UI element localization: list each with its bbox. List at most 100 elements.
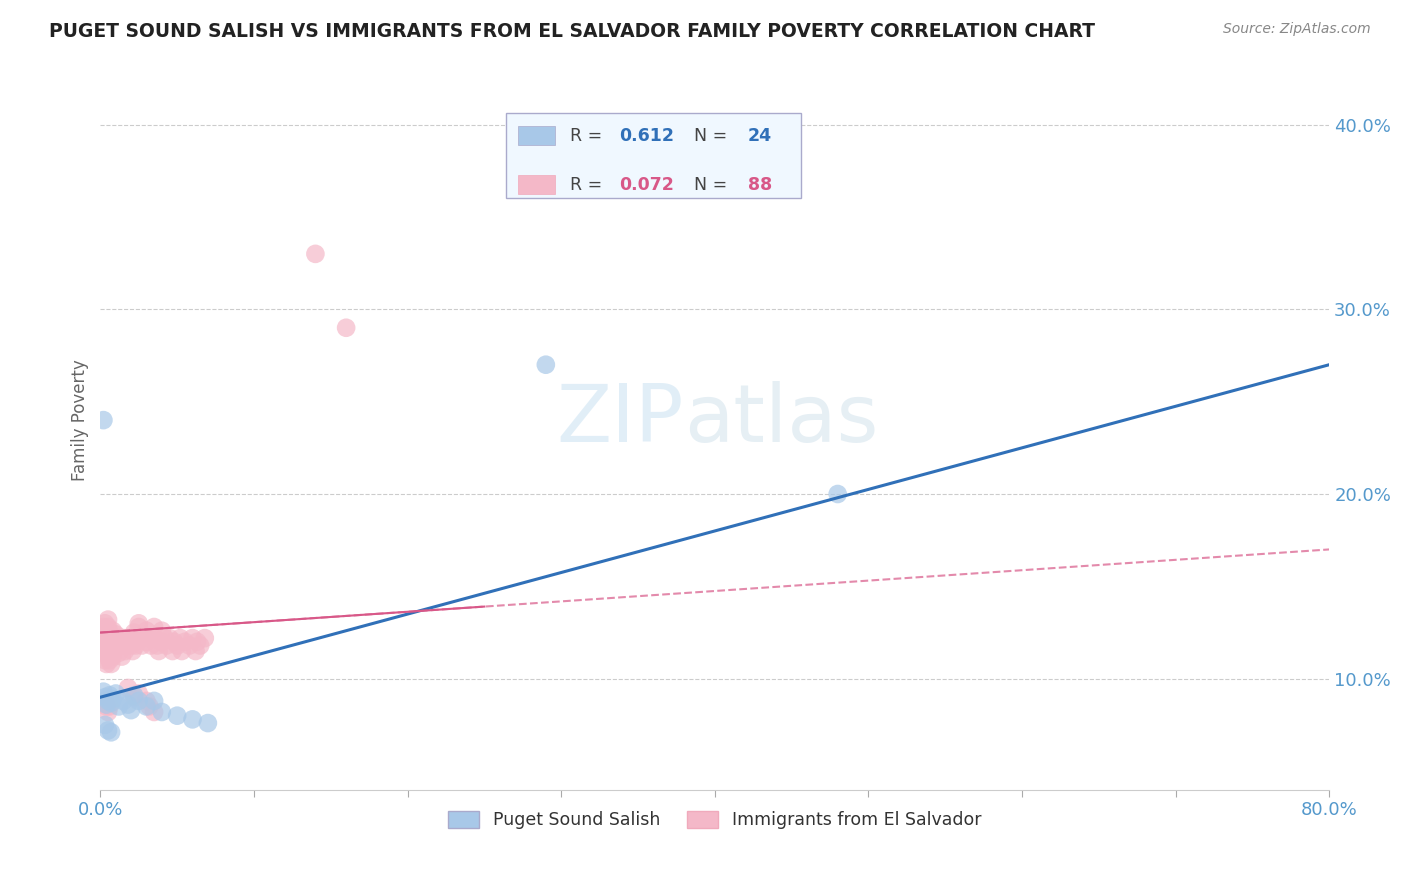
Point xyxy=(125,639,148,653)
Bar xyxy=(519,175,555,194)
Point xyxy=(111,649,134,664)
Point xyxy=(100,649,122,664)
Point xyxy=(153,631,176,645)
Text: R =: R = xyxy=(569,176,607,194)
Point xyxy=(94,718,117,732)
Point xyxy=(143,694,166,708)
Point xyxy=(148,644,170,658)
Point xyxy=(197,716,219,731)
Point xyxy=(110,631,132,645)
Point xyxy=(97,694,120,708)
Point xyxy=(304,247,326,261)
Point xyxy=(135,699,157,714)
Text: R =: R = xyxy=(569,127,607,145)
Point xyxy=(94,631,117,645)
Text: ZIP: ZIP xyxy=(557,381,685,459)
Point xyxy=(96,625,118,640)
Point xyxy=(117,698,139,712)
Point xyxy=(114,644,136,658)
Point xyxy=(112,631,135,645)
Point xyxy=(166,708,188,723)
Point xyxy=(534,358,557,372)
Point xyxy=(169,631,191,645)
Point xyxy=(93,634,115,648)
Point xyxy=(96,699,118,714)
Point xyxy=(97,723,120,738)
Point xyxy=(135,634,157,648)
Point xyxy=(97,631,120,645)
Point xyxy=(97,649,120,664)
Point xyxy=(150,634,173,648)
Point xyxy=(104,627,127,641)
Point xyxy=(115,639,138,653)
Point xyxy=(181,712,204,726)
Text: N =: N = xyxy=(683,127,733,145)
Text: Source: ZipAtlas.com: Source: ZipAtlas.com xyxy=(1223,22,1371,37)
Point xyxy=(155,639,177,653)
Point xyxy=(150,624,173,638)
Point xyxy=(107,699,129,714)
Point xyxy=(150,705,173,719)
Point xyxy=(104,686,127,700)
Point xyxy=(94,694,117,708)
Point xyxy=(128,694,150,708)
Point xyxy=(101,649,124,664)
Point xyxy=(97,639,120,653)
Point xyxy=(90,625,112,640)
Point xyxy=(128,620,150,634)
Point xyxy=(98,689,121,703)
Point xyxy=(103,639,125,653)
Point xyxy=(143,705,166,719)
Point xyxy=(94,690,117,705)
Point xyxy=(104,634,127,648)
Text: 88: 88 xyxy=(748,176,772,194)
Point xyxy=(335,320,357,334)
Point xyxy=(120,703,142,717)
Point xyxy=(93,413,115,427)
Point xyxy=(128,631,150,645)
Point xyxy=(122,625,145,640)
Point xyxy=(146,639,169,653)
Point xyxy=(166,639,188,653)
Point xyxy=(100,631,122,645)
Point xyxy=(112,639,135,653)
Point xyxy=(100,639,122,653)
Point xyxy=(93,644,115,658)
Text: PUGET SOUND SALISH VS IMMIGRANTS FROM EL SALVADOR FAMILY POVERTY CORRELATION CHA: PUGET SOUND SALISH VS IMMIGRANTS FROM EL… xyxy=(49,22,1095,41)
Point xyxy=(128,616,150,631)
Bar xyxy=(519,126,555,145)
Text: N =: N = xyxy=(683,176,733,194)
Point xyxy=(117,631,139,645)
Point xyxy=(194,631,217,645)
Text: 24: 24 xyxy=(748,127,772,145)
Point xyxy=(93,684,115,698)
Point xyxy=(100,725,122,739)
Point xyxy=(122,634,145,648)
FancyBboxPatch shape xyxy=(506,113,801,198)
Point xyxy=(96,634,118,648)
Point xyxy=(188,639,211,653)
Point xyxy=(181,631,204,645)
Point xyxy=(118,634,141,648)
Point xyxy=(107,646,129,660)
Point xyxy=(93,620,115,634)
Point xyxy=(132,631,155,645)
Point xyxy=(96,657,118,671)
Point xyxy=(173,634,195,648)
Legend: Puget Sound Salish, Immigrants from El Salvador: Puget Sound Salish, Immigrants from El S… xyxy=(441,804,988,837)
Point xyxy=(138,699,160,714)
Point xyxy=(101,644,124,658)
Point xyxy=(135,624,157,638)
Point xyxy=(122,689,145,703)
Point xyxy=(122,690,145,705)
Point xyxy=(121,644,143,658)
Point xyxy=(101,624,124,638)
Point xyxy=(98,642,121,657)
Point xyxy=(97,620,120,634)
Y-axis label: Family Poverty: Family Poverty xyxy=(72,359,89,481)
Point xyxy=(101,634,124,648)
Point xyxy=(107,639,129,653)
Point xyxy=(94,616,117,631)
Text: 0.072: 0.072 xyxy=(619,176,673,194)
Point xyxy=(120,639,142,653)
